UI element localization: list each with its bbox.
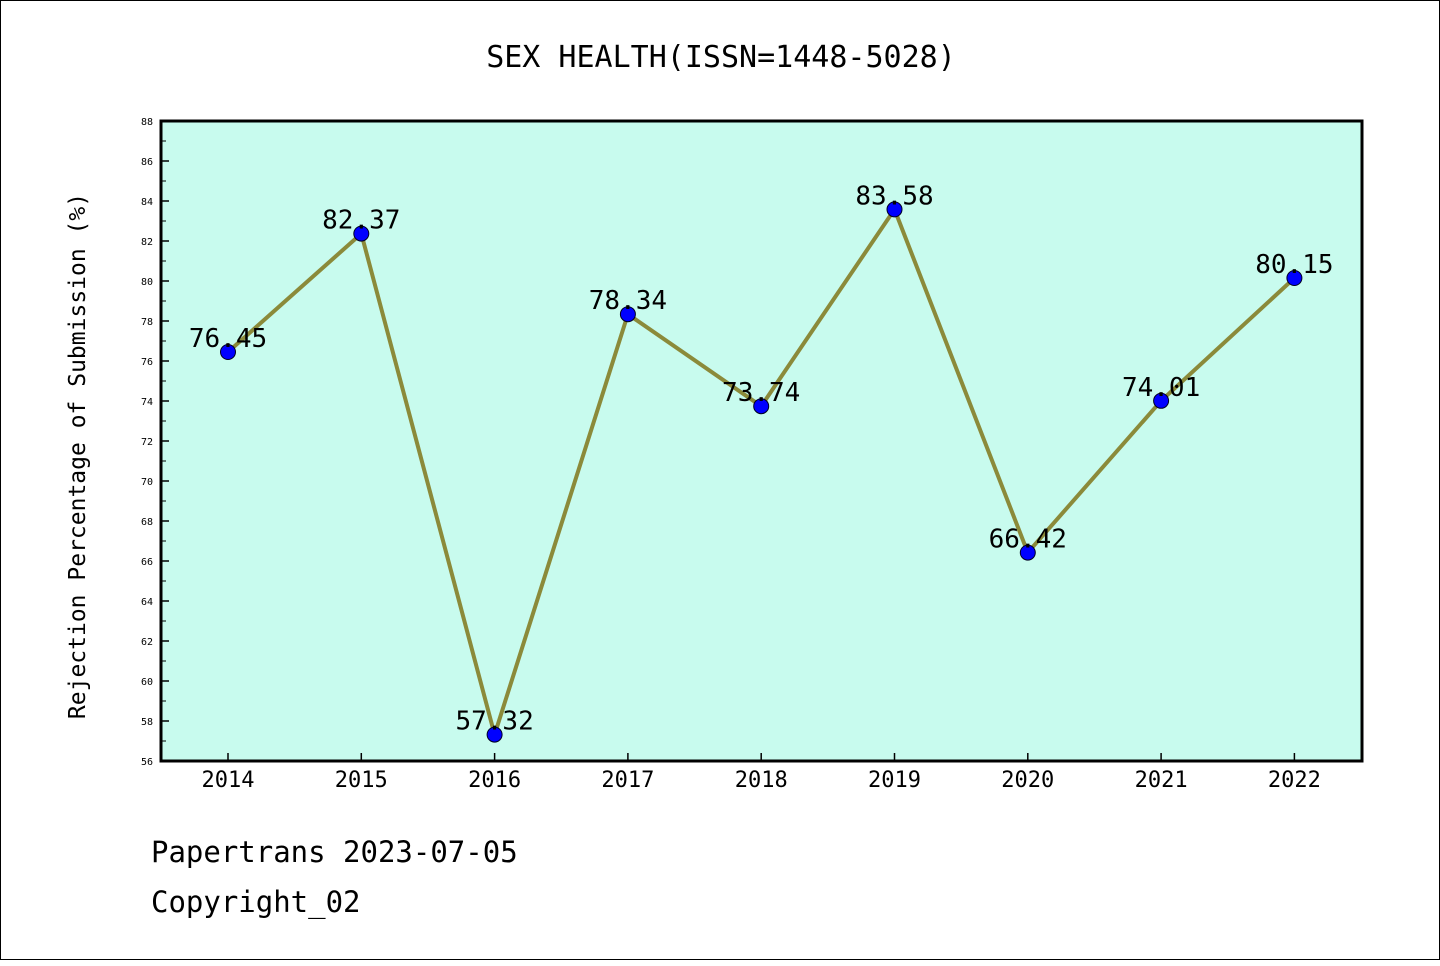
data-label: 82.37 [322,206,400,236]
y-tick-label: 86 [141,157,153,168]
data-label: 76.45 [189,324,267,354]
x-tick-label: 2016 [468,768,521,793]
data-label: 74.01 [1122,373,1200,403]
y-tick-label: 56 [141,757,153,768]
y-tick-label: 64 [141,597,153,608]
chart-title: SEX HEALTH(ISSN=1448-5028) [486,40,956,75]
data-label: 83.58 [855,181,933,211]
y-axis-label: Rejection Percentage of Submission (%) [65,193,91,719]
data-point [886,201,903,218]
y-tick-label: 82 [141,237,153,248]
y-tick-label: 76 [141,357,153,368]
y-tick-label: 72 [141,437,153,448]
y-tick-label: 70 [141,477,153,488]
data-label: 80.15 [1255,250,1333,280]
x-tick-label: 2014 [202,768,255,793]
data-point [1153,392,1170,409]
data-point [486,726,503,743]
x-tick-label: 2015 [335,768,388,793]
data-point [353,225,370,242]
source-date-text: Papertrans 2023-07-05 [151,835,518,869]
x-tick-label: 2019 [868,768,921,793]
data-series: 76.45 82.37 57.32 78.34 73.74 83.58 66.42 74.01… [189,181,1334,743]
copyright-text: Copyright_02 [151,885,361,919]
x-tick-label: 2020 [1001,768,1054,793]
data-point [1286,270,1303,286]
data-label: 73.74 [722,378,800,408]
x-tick-label: 2018 [735,768,788,793]
x-axis: 2014 2015 2016 2017 2018 2019 2020 2021 2022 [202,753,1321,793]
x-tick-label: 2017 [601,768,654,793]
y-tick-label: 62 [141,637,153,648]
y-tick-label: 74 [141,397,153,408]
y-tick-label: 84 [141,197,153,208]
data-point [619,306,636,323]
y-tick-label: 80 [141,277,153,288]
y-tick-label: 88 [141,117,153,128]
data-label: 57.32 [455,707,533,737]
data-point [1019,544,1036,561]
y-tick-label: 66 [141,557,153,568]
y-tick-label: 78 [141,317,153,328]
y-axis: 56 58 60 62 64 66 68 70 72 74 76 78 80 82 84 86 88 [141,117,169,768]
y-tick-label: 58 [141,717,153,728]
y-tick-label: 60 [141,677,153,688]
data-label: 66.42 [989,525,1067,555]
data-point [220,344,236,360]
data-label: 78.34 [589,286,667,316]
x-tick-label: 2022 [1268,768,1321,793]
data-point [753,398,770,415]
y-tick-label: 68 [141,517,153,528]
x-tick-label: 2021 [1135,768,1188,793]
